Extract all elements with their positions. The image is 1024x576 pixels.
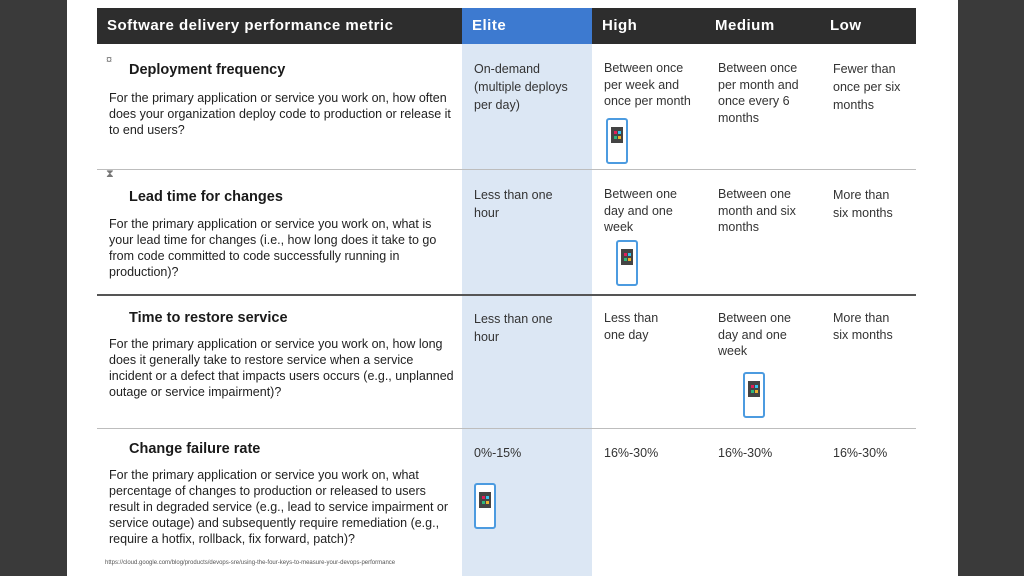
table-header: Software delivery performance metric Eli… [97, 8, 916, 44]
cell-medium: Between once per month and once every 6 … [718, 61, 799, 125]
header-elite: Elite [462, 8, 592, 44]
row-description: For the primary application or service y… [109, 91, 451, 137]
source-url[interactable]: https://cloud.google.com/blog/products/d… [105, 560, 396, 566]
cell-elite: Less than one hour [474, 312, 553, 344]
cell-low: More than six months [833, 311, 893, 342]
phone-marker-icon [474, 483, 496, 529]
cell-high: Between once per week and once per month [604, 61, 691, 108]
table-row-deployment-frequency: ¤ Deployment frequency For the primary a… [97, 44, 916, 169]
row-divider [97, 169, 916, 170]
header-high: High [602, 17, 638, 34]
cell-low: More than six months [833, 188, 893, 220]
row-description: For the primary application or service y… [109, 217, 437, 279]
row-title: Lead time for changes [129, 189, 283, 205]
row-title: Deployment frequency [129, 62, 286, 78]
table-row-change-failure-rate: Change failure rate For the primary appl… [97, 429, 916, 569]
row-description: For the primary application or service y… [109, 337, 454, 399]
cell-medium: Between one day and one week [718, 311, 791, 358]
cell-low: Fewer than once per six months [833, 62, 901, 112]
row-divider [97, 428, 916, 429]
cell-high: 16%-30% [604, 446, 659, 460]
cell-high: Less than one day [604, 311, 659, 342]
row-marker-icon: ¤ [106, 54, 113, 66]
row-description: For the primary application or service y… [109, 468, 449, 546]
cell-elite: Less than one hour [474, 188, 553, 220]
cell-high: Between one day and one week [604, 187, 677, 234]
cell-low: 16%-30% [833, 446, 888, 460]
left-letterbox [0, 0, 67, 576]
cell-elite: 0%-15% [474, 446, 522, 460]
slide-page: Software delivery performance metric Eli… [67, 0, 958, 576]
header-low: Low [830, 17, 862, 34]
cell-medium: 16%-30% [718, 446, 773, 460]
header-medium: Medium [715, 17, 775, 34]
row-title: Time to restore service [129, 310, 288, 326]
phone-marker-icon [616, 240, 638, 286]
cell-medium: Between one month and six months [718, 187, 796, 234]
phone-marker-icon [606, 118, 628, 164]
right-letterbox [958, 0, 1024, 576]
table-row-lead-time: ⧗ Lead time for changes For the primary … [97, 168, 916, 294]
header-metric: Software delivery performance metric [107, 17, 394, 34]
row-divider [97, 294, 916, 296]
table-row-time-to-restore: Time to restore service For the primary … [97, 296, 916, 428]
phone-marker-icon [743, 372, 765, 418]
hourglass-icon: ⧗ [106, 168, 114, 180]
performance-metrics-table: Software delivery performance metric Eli… [97, 8, 916, 576]
row-title: Change failure rate [129, 441, 261, 457]
cell-elite: On-demand (multiple deploys per day) [474, 62, 568, 112]
